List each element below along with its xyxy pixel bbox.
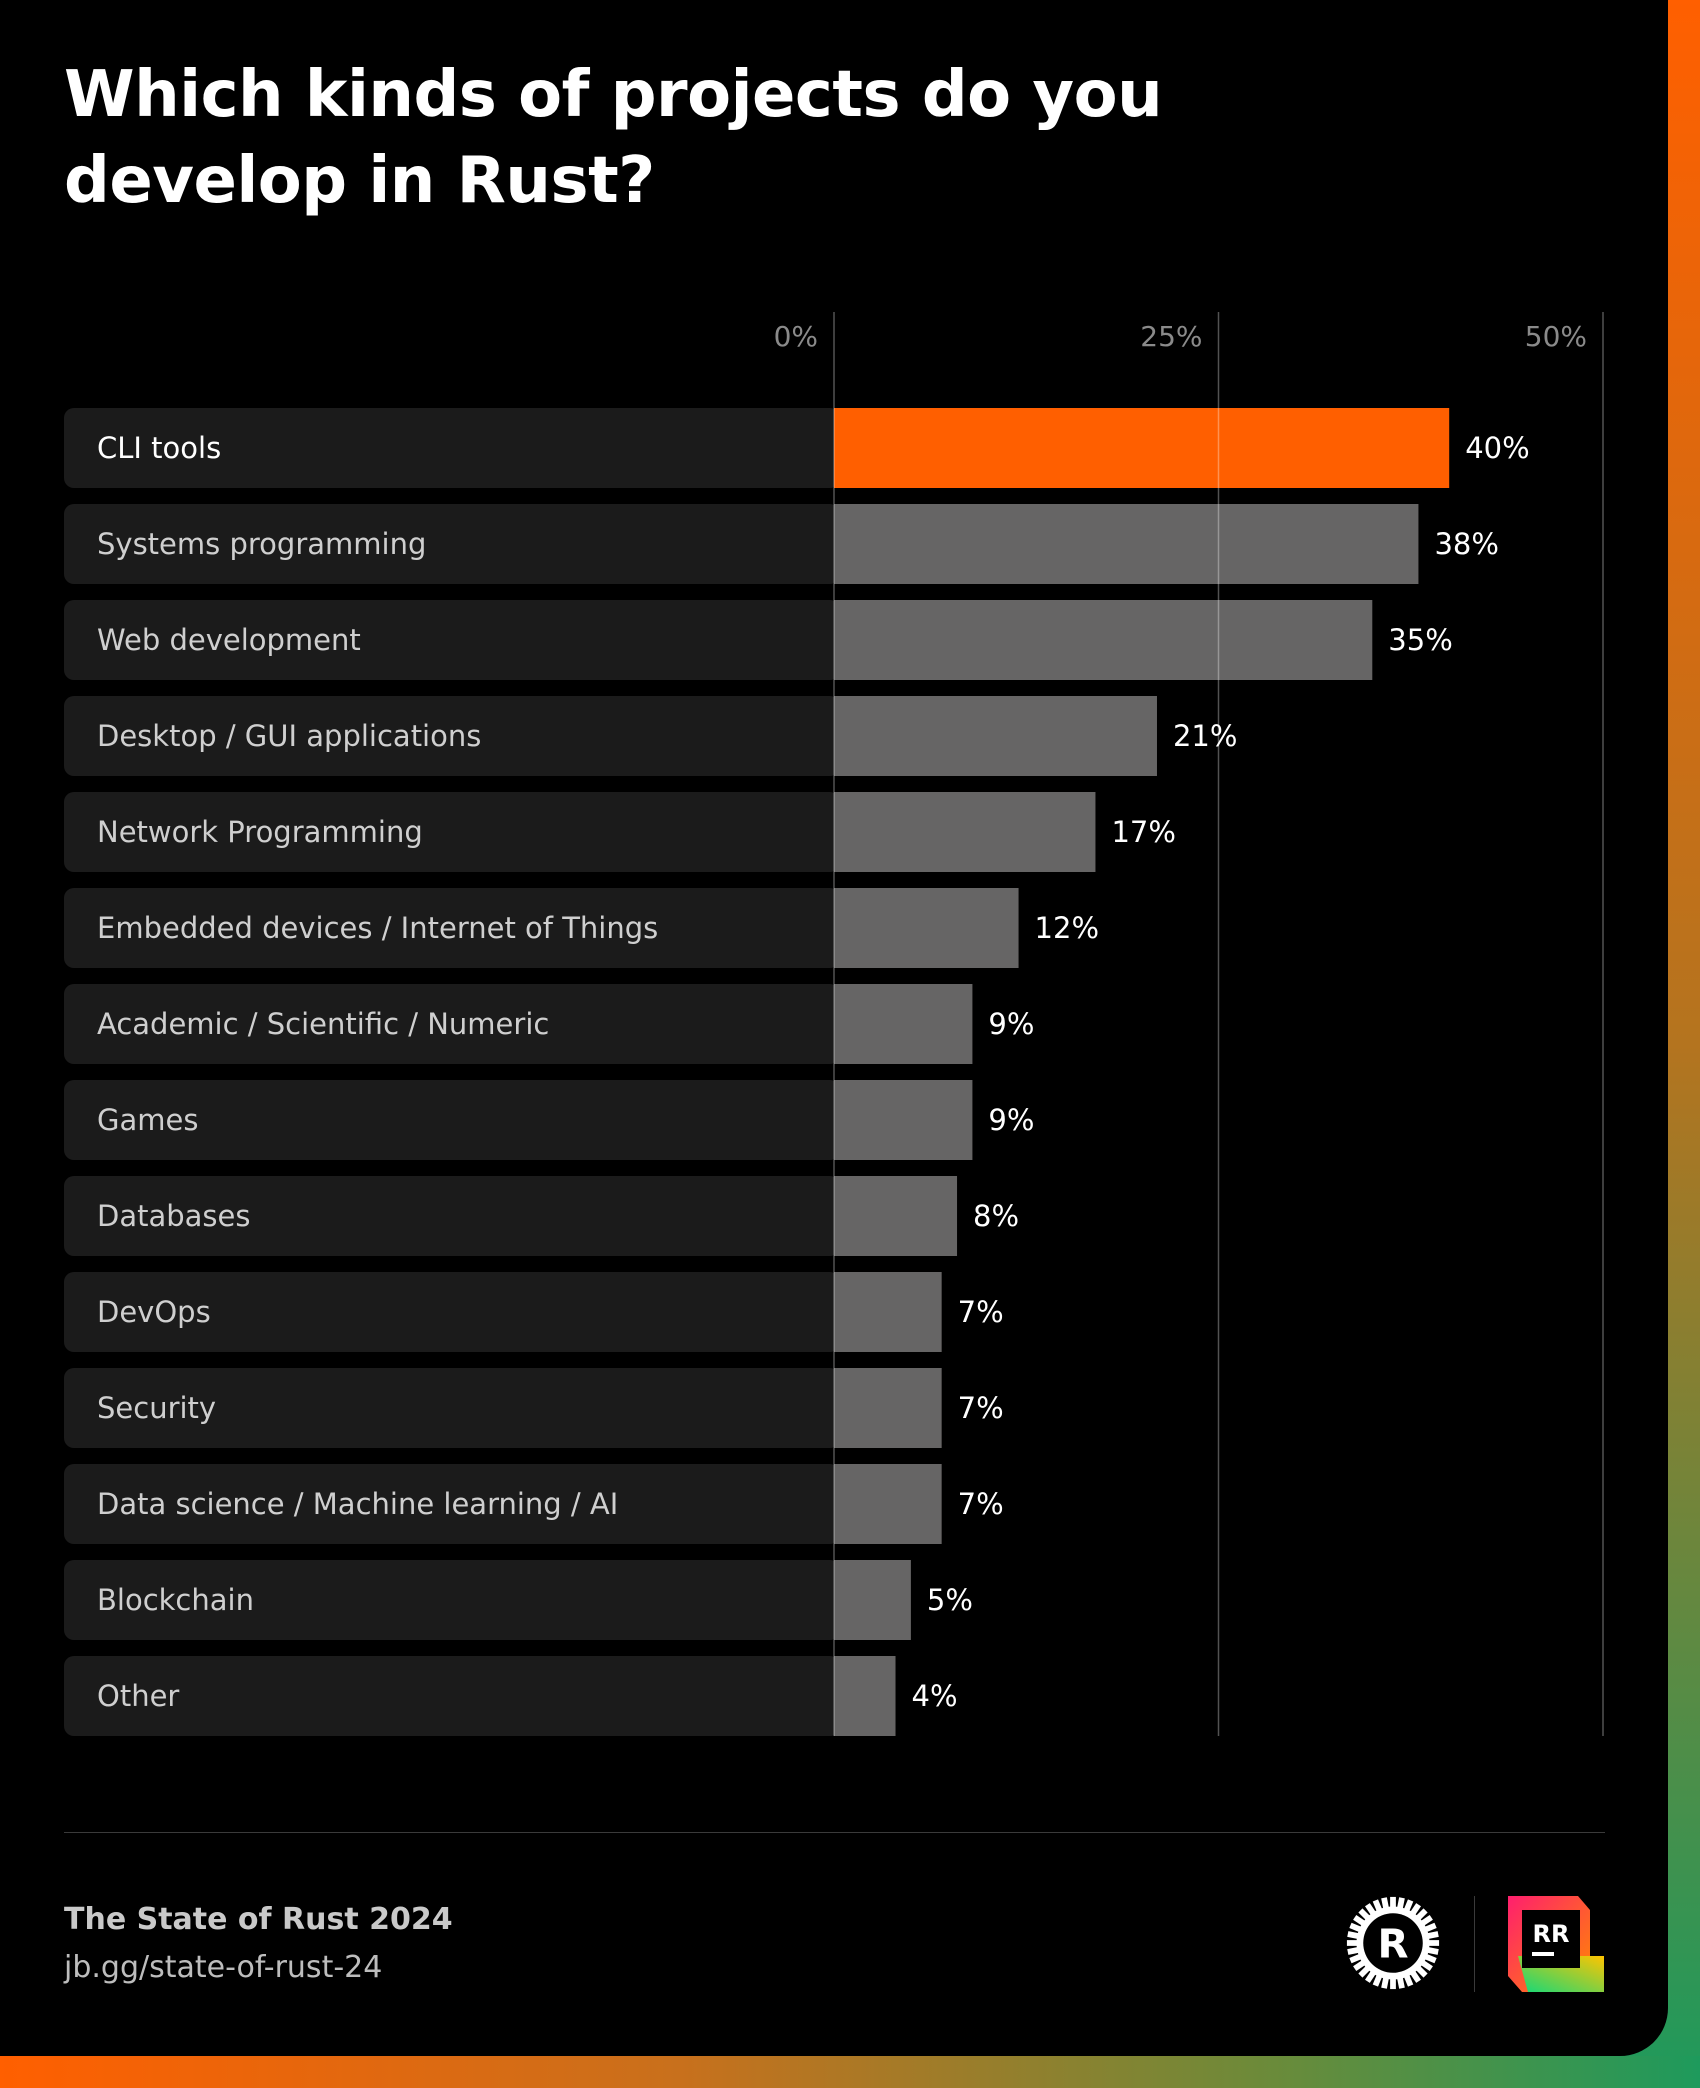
value-label: 40% [1465, 431, 1529, 465]
value-label: 8% [973, 1199, 1019, 1233]
category-label: Security [97, 1391, 216, 1425]
category-label-bg [64, 1464, 840, 1544]
value-label: 12% [1035, 911, 1099, 945]
bar [834, 1272, 942, 1352]
x-tick-label: 25% [1140, 320, 1202, 353]
bar [834, 888, 1019, 968]
value-label: 7% [958, 1391, 1004, 1425]
rustrover-logo-icon: RR [1508, 1896, 1604, 1992]
x-tick-label: 50% [1525, 320, 1587, 353]
category-label: Network Programming [97, 815, 423, 849]
bar [834, 504, 1419, 584]
logo-separator [1474, 1896, 1475, 1992]
value-label: 9% [988, 1007, 1034, 1041]
category-label-bg [64, 408, 840, 488]
category-label-bg [64, 696, 840, 776]
bar [834, 1560, 911, 1640]
rustrover-logo-text: RR [1533, 1920, 1570, 1948]
category-label: Other [97, 1679, 179, 1713]
x-tick-label: 0% [774, 320, 818, 353]
category-label-bg [64, 1080, 840, 1160]
category-label-bg [64, 1368, 840, 1448]
category-label: Embedded devices / Internet of Things [97, 911, 658, 945]
category-label-bg [64, 1560, 840, 1640]
bar [834, 1656, 896, 1736]
value-label: 4% [912, 1679, 958, 1713]
bar [834, 696, 1157, 776]
bar-chart: 0% 25% 50% CLI tools Systems programming Web … [64, 312, 1604, 1736]
category-label: Data science / Machine learning / AI [97, 1487, 618, 1521]
category-label: CLI tools [97, 431, 221, 465]
value-label: 7% [958, 1487, 1004, 1521]
svg-text:R: R [1377, 1920, 1408, 1967]
chart-title: Which kinds of projects do you develop i… [64, 58, 1163, 218]
category-label-bg [64, 1176, 840, 1256]
category-label-bg [64, 792, 840, 872]
value-label: 35% [1388, 623, 1452, 657]
footer-url[interactable]: jb.gg/state-of-rust-24 [64, 1950, 383, 1985]
value-label: 9% [988, 1103, 1034, 1137]
value-label: 5% [927, 1583, 973, 1617]
category-label-bg [64, 984, 840, 1064]
value-label: 17% [1111, 815, 1175, 849]
category-label: Desktop / GUI applications [97, 719, 481, 753]
category-label: Systems programming [97, 527, 426, 561]
category-label-bg [64, 1272, 840, 1352]
bar [834, 1464, 942, 1544]
bar [834, 408, 1450, 488]
bar [834, 1176, 958, 1256]
category-label-bg [64, 888, 840, 968]
bar [834, 984, 973, 1064]
value-label: 7% [958, 1295, 1004, 1329]
value-label: 38% [1434, 527, 1498, 561]
category-label-bg [64, 1656, 840, 1736]
category-label: Web development [97, 623, 361, 657]
rust-logo-icon: R [1346, 1896, 1440, 1990]
bar [834, 1080, 973, 1160]
bottom-gradient-stripe [0, 2056, 1700, 2088]
category-label-bg [64, 600, 840, 680]
bar [834, 1368, 942, 1448]
category-label: Games [97, 1103, 198, 1137]
category-label-bg [64, 504, 840, 584]
bar [834, 792, 1096, 872]
bar [834, 600, 1373, 680]
value-label: 21% [1173, 719, 1237, 753]
footer-title: The State of Rust 2024 [64, 1902, 453, 1937]
category-label: Databases [97, 1199, 250, 1233]
category-label: Academic / Scientific / Numeric [97, 1007, 549, 1041]
category-label: DevOps [97, 1295, 211, 1329]
category-label: Blockchain [97, 1583, 254, 1617]
footer-divider [64, 1832, 1605, 1833]
chart-card: Which kinds of projects do you develop i… [0, 0, 1668, 2056]
